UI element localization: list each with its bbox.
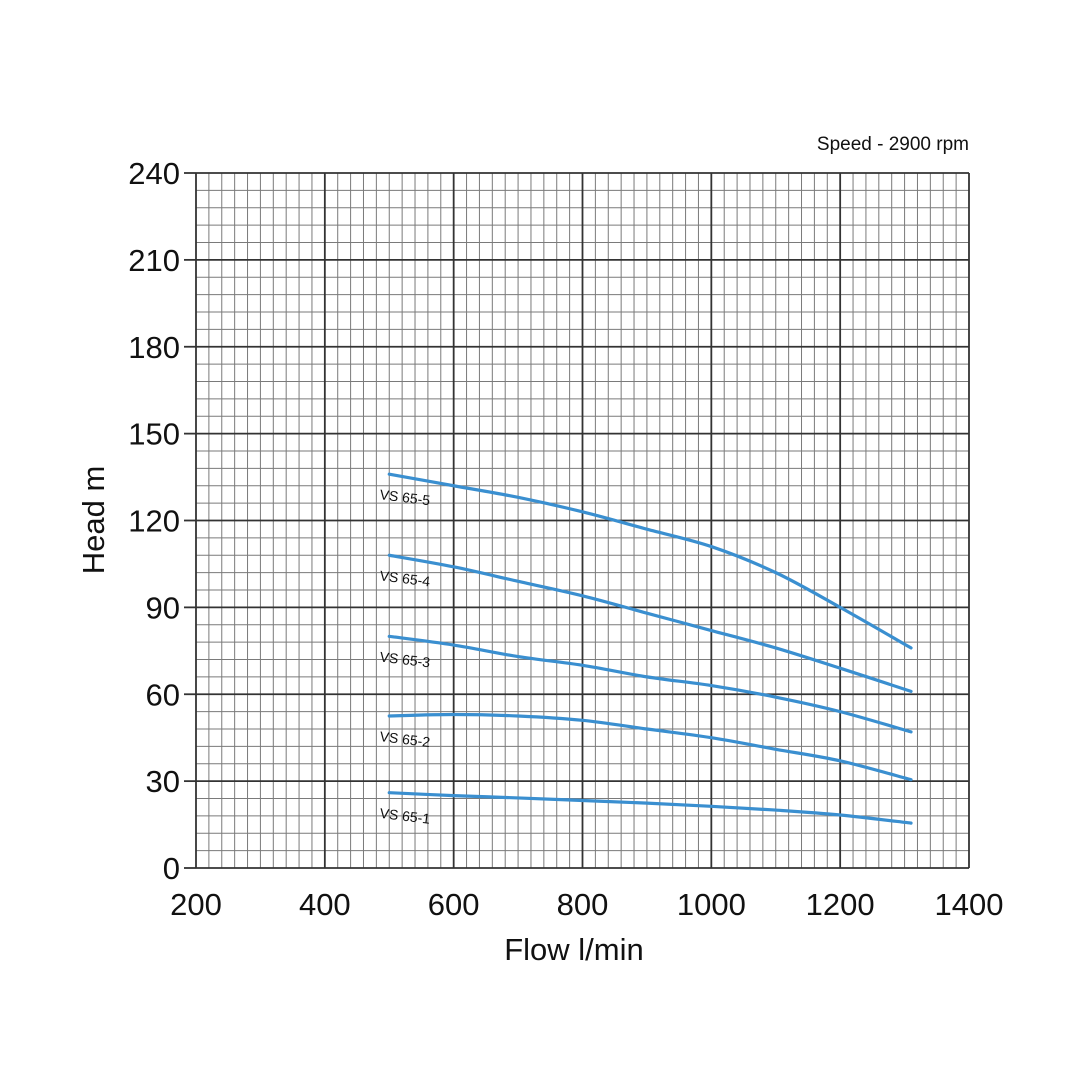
x-tick-label: 600 [428, 887, 480, 922]
series-labels: VS 65-5 VS 65-4 VS 65-3 VS 65-2 VS 65-1 [379, 486, 431, 827]
y-tick-label: 30 [146, 764, 180, 799]
grid [184, 172, 970, 869]
y-tick-label: 90 [146, 590, 180, 625]
x-tick-label: 1200 [806, 887, 875, 922]
tick-labels: 200 400 600 800 1000 1200 1400 0 30 60 90 120 150 180… [128, 156, 1003, 922]
y-tick-label: 120 [128, 504, 180, 539]
curve-vs-65-3 [387, 634, 913, 734]
x-tick-label: 200 [170, 887, 222, 922]
series-label-vs-65-5: VS 65-5 [379, 486, 431, 508]
y-tick-label: 180 [128, 330, 180, 365]
curve-vs-65-1 [387, 791, 913, 825]
x-tick-label: 1400 [935, 887, 1004, 922]
curve-vs-65-5 [387, 472, 913, 650]
series-label-vs-65-2: VS 65-2 [379, 728, 431, 750]
y-tick-label: 0 [163, 851, 180, 886]
y-axis-title: Head m [76, 466, 111, 575]
y-tick-label: 150 [128, 417, 180, 452]
series-label-vs-65-3: VS 65-3 [379, 648, 431, 670]
series-label-vs-65-4: VS 65-4 [379, 567, 431, 589]
x-tick-label: 800 [557, 887, 609, 922]
series-label-vs-65-1: VS 65-1 [379, 805, 431, 827]
speed-annotation: Speed - 2900 rpm [817, 134, 969, 155]
curves [387, 472, 913, 825]
y-tick-label: 60 [146, 677, 180, 712]
y-tick-label: 210 [128, 243, 180, 278]
y-tick-label: 240 [128, 156, 180, 191]
x-tick-label: 400 [299, 887, 351, 922]
curve-vs-65-2 [387, 712, 913, 782]
x-axis-title: Flow l/min [504, 932, 644, 967]
curve-vs-65-4 [387, 553, 913, 693]
x-tick-label: 1000 [677, 887, 746, 922]
